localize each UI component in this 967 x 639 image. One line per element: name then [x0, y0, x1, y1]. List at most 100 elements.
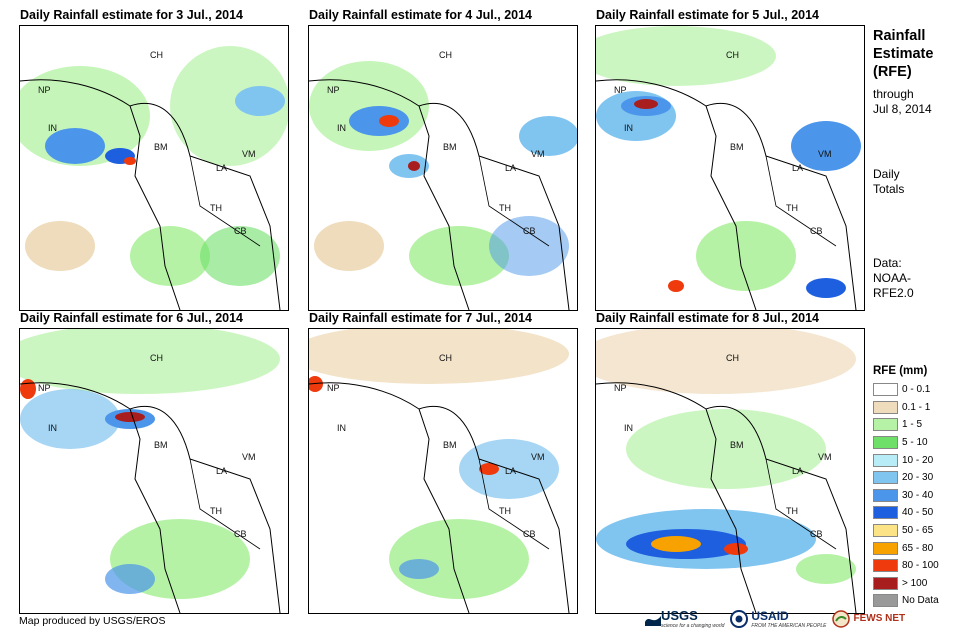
usgs-logo-tagline: science for a changing world — [661, 623, 725, 629]
sidebar-data-line-1: Data: — [873, 256, 902, 270]
legend-swatch — [873, 541, 898, 555]
label-cb: CB — [234, 529, 247, 539]
label-np: NP — [614, 383, 627, 393]
label-ch: CH — [150, 353, 163, 363]
legend-swatch — [873, 471, 898, 485]
fewsnet-logo-text: FEWS NET — [853, 613, 906, 624]
label-th: TH — [210, 203, 222, 213]
usaid-seal-icon — [730, 609, 749, 628]
label-ch: CH — [150, 50, 163, 60]
label-bm: BM — [154, 142, 168, 152]
legend-item: 1 - 5 — [873, 416, 939, 434]
legend-label: 10 - 20 — [902, 454, 934, 466]
legend-label: 0.1 - 1 — [902, 401, 931, 413]
label-np: NP — [38, 85, 51, 95]
map-panel-1: CH NP IN BM LA VM TH CB — [19, 25, 289, 311]
label-la: LA — [216, 163, 228, 173]
legend-label: 80 - 100 — [902, 560, 939, 572]
legend-swatch — [873, 436, 898, 450]
label-cb: CB — [810, 226, 823, 236]
legend-swatch — [873, 594, 898, 608]
legend-item: > 100 — [873, 575, 939, 593]
label-vm: VM — [242, 149, 256, 159]
panel-title-6: Daily Rainfall estimate for 8 Jul., 2014 — [596, 311, 820, 325]
usaid-logo-text: USAID — [751, 608, 789, 623]
label-th: TH — [786, 506, 798, 516]
label-in: IN — [337, 423, 346, 433]
label-np: NP — [327, 85, 340, 95]
legend-swatch — [873, 453, 898, 467]
legend-item: 80 - 100 — [873, 557, 939, 575]
sidebar-title-line-2: Estimate — [873, 46, 934, 62]
label-bm: BM — [730, 440, 744, 450]
label-bm: BM — [443, 440, 457, 450]
legend-label: > 100 — [902, 577, 928, 589]
rainfall-map-6 — [596, 329, 857, 613]
label-np: NP — [614, 85, 627, 95]
legend-item: 10 - 20 — [873, 451, 939, 469]
label-cb: CB — [810, 529, 823, 539]
label-ch: CH — [439, 353, 452, 363]
usgs-logo-text: USGS — [661, 608, 698, 623]
legend-item: 0 - 0.1 — [873, 381, 939, 399]
legend-swatch — [873, 559, 898, 573]
sidebar-data-source: Data: NOAA- RFE2.0 — [873, 256, 914, 301]
sidebar-data-line-3: RFE2.0 — [873, 286, 914, 300]
label-la: LA — [792, 466, 804, 476]
sidebar-through: through Jul 8, 2014 — [873, 87, 932, 117]
label-np: NP — [38, 383, 51, 393]
sidebar-title: Rainfall Estimate (RFE) — [873, 27, 933, 81]
usgs-wave-icon — [645, 615, 661, 626]
legend-item: 20 - 30 — [873, 469, 939, 487]
legend-label: 65 - 80 — [902, 542, 934, 554]
map-panel-3: CH NP IN BM LA VM TH CB — [595, 25, 865, 311]
sidebar-daily: Daily Totals — [873, 167, 904, 197]
label-bm: BM — [730, 142, 744, 152]
rainfall-map-4 — [20, 329, 281, 613]
usgs-logo: USGS science for a changing world — [645, 608, 724, 629]
legend-item: 0.1 - 1 — [873, 399, 939, 417]
label-bm: BM — [443, 142, 457, 152]
legend-rows: 0 - 0.1 0.1 - 1 1 - 5 5 - 10 10 - 20 20 - 30 3… — [873, 381, 939, 610]
legend-label: 40 - 50 — [902, 507, 934, 519]
legend: RFE (mm) 0 - 0.1 0.1 - 1 1 - 5 5 - 10 10 - 2… — [873, 365, 939, 610]
map-panel-6: CH NP IN BM LA VM TH CB — [595, 328, 865, 614]
logo-strip: USGS science for a changing world USAID … — [645, 608, 905, 629]
legend-swatch — [873, 488, 898, 502]
label-cb: CB — [523, 226, 536, 236]
rainfall-map-3 — [596, 26, 861, 310]
map-credit: Map produced by USGS/EROS — [19, 615, 166, 627]
label-cb: CB — [523, 529, 536, 539]
map-panel-5: CH NP IN BM LA VM TH CB — [308, 328, 578, 614]
label-vm: VM — [531, 149, 545, 159]
label-in: IN — [624, 423, 633, 433]
label-la: LA — [505, 466, 517, 476]
sidebar-daily-line-1: Daily — [873, 167, 900, 181]
legend-item: 30 - 40 — [873, 487, 939, 505]
legend-item: 65 - 80 — [873, 539, 939, 557]
map-panel-2: CH NP IN BM LA VM TH CB — [308, 25, 578, 311]
label-vm: VM — [818, 149, 832, 159]
legend-label: 5 - 10 — [902, 437, 928, 449]
sidebar-data-line-2: NOAA- — [873, 271, 912, 285]
label-vm: VM — [818, 452, 832, 462]
fewsnet-logo: FEWS NET — [832, 609, 906, 628]
legend-item: 40 - 50 — [873, 504, 939, 522]
label-in: IN — [624, 123, 633, 133]
label-ch: CH — [726, 50, 739, 60]
map-panel-4: CH NP IN BM LA VM TH CB — [19, 328, 289, 614]
label-la: LA — [505, 163, 517, 173]
sidebar-daily-line-2: Totals — [873, 182, 905, 196]
label-la: LA — [216, 466, 228, 476]
rainfall-map-5 — [309, 329, 570, 613]
legend-label: No Data — [902, 595, 939, 607]
legend-swatch — [873, 400, 898, 414]
legend-label: 0 - 0.1 — [902, 384, 931, 396]
label-th: TH — [499, 203, 511, 213]
sidebar-title-line-3: (RFE) — [873, 64, 912, 80]
label-th: TH — [786, 203, 798, 213]
legend-item: No Data — [873, 592, 939, 610]
label-cb: CB — [234, 226, 247, 236]
label-vm: VM — [531, 452, 545, 462]
legend-swatch — [873, 506, 898, 520]
